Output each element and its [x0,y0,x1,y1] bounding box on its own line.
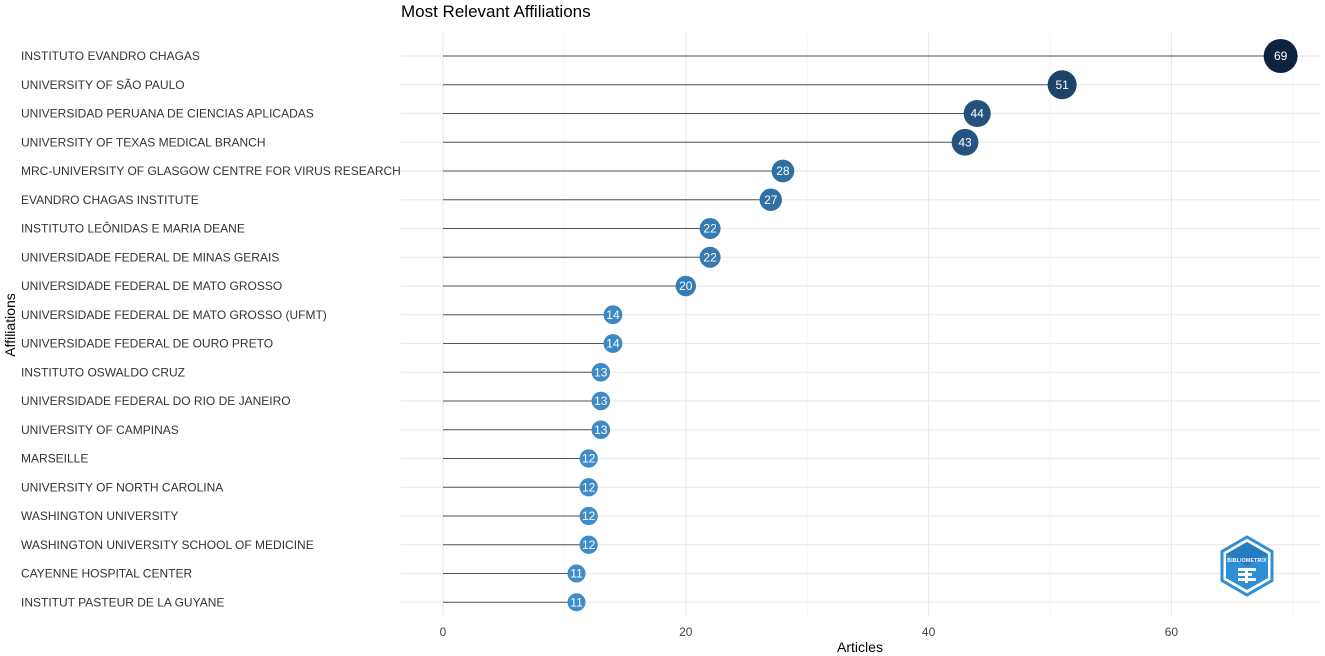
lollipop-point [675,275,697,297]
category-label: UNIVERSITY OF TEXAS MEDICAL BRANCH [21,135,266,149]
x-tick-label: 60 [1165,625,1179,639]
lollipop-point [759,188,782,211]
value-label: 51 [1055,78,1069,92]
category-label: CAYENNE HOSPITAL CENTER [21,567,192,581]
value-label: 12 [582,452,596,466]
category-label: UNIVERSITY OF CAMPINAS [21,423,179,437]
x-tick-label: 20 [679,625,693,639]
value-label: 20 [679,279,693,293]
value-label: 69 [1274,49,1288,63]
point-layer [567,39,1298,612]
chart-title: Most Relevant Affiliations [401,2,591,21]
x-axis-title: Articles [837,639,883,655]
value-label: 22 [703,222,717,236]
category-label: UNIVERSITY OF SÃO PAULO [21,78,185,92]
value-label: 11 [570,595,583,609]
category-label: UNIVERSITY OF NORTH CAROLINA [21,480,223,494]
category-label: INSTITUTO LEÔNIDAS E MARIA DEANE [21,221,245,236]
value-label: 44 [970,107,984,121]
lollipop-point [699,217,721,240]
value-label: 12 [582,480,596,494]
category-label: WASHINGTON UNIVERSITY [21,509,178,523]
lollipop-point [591,362,611,382]
stem-layer [443,55,1281,603]
value-label: 43 [958,135,972,149]
lollipop-point [603,334,623,353]
category-label: INSTITUT PASTEUR DE LA GUYANE [21,595,224,609]
lollipop-point [579,535,598,554]
category-label: INSTITUTO OSWALDO CRUZ [21,365,185,379]
category-label: EVANDRO CHAGAS INSTITUTE [21,193,199,207]
category-label: WASHINGTON UNIVERSITY SCHOOL OF MEDICINE [21,538,314,552]
value-label: 12 [582,509,596,523]
value-label: 12 [582,538,596,552]
category-label: MARSEILLE [21,452,88,466]
value-label: 14 [606,337,620,351]
lollipop-point [771,159,795,183]
logo-text: BIBLIOMETRIX [1227,558,1267,564]
logo-hexagon-shade [1226,542,1268,566]
lollipop-point [567,564,586,583]
lollipop-point [579,478,598,497]
lollipop-point [963,99,991,128]
value-label: 13 [594,423,608,437]
lollipop-point [579,449,598,468]
category-label: UNIVERSIDAD PERUANA DE CIENCIAS APLICADA… [21,107,314,121]
lollipop-point [951,128,979,156]
y-axis-title: Affiliations [2,293,18,357]
category-label: UNIVERSIDADE FEDERAL DE MATO GROSSO (UFM… [21,308,327,322]
value-label: 28 [776,164,790,178]
label-layer: 0 20 40 60 INSTITUTO EVANDRO CHAGAS 69 UNIVERS… [21,49,1288,639]
lollipop-point [591,391,611,411]
x-tick-label: 0 [440,625,447,639]
lollipop-point [591,420,611,440]
lollipop-point [567,593,586,612]
lollipop-point [603,305,623,325]
value-label: 14 [606,308,620,322]
category-label: INSTITUTO EVANDRO CHAGAS [21,49,200,63]
bibliometrix-logo: BIBLIOMETRIX [1220,535,1274,597]
value-label: 22 [703,250,717,264]
lollipop-point [1047,70,1077,100]
x-tick-label: 40 [922,625,936,639]
category-label: UNIVERSIDADE FEDERAL DO RIO DE JANEIRO [21,394,291,408]
lollipop-point [579,506,598,526]
lollipop-point [1263,39,1298,73]
value-label: 27 [764,193,778,207]
value-label: 13 [594,365,608,379]
category-label: UNIVERSIDADE FEDERAL DE MATO GROSSO [21,279,282,293]
category-label: UNIVERSIDADE FEDERAL DE OURO PRETO [21,337,273,351]
value-label: 13 [594,394,608,408]
grid-layer [401,33,1320,617]
category-label: MRC-UNIVERSITY OF GLASGOW CENTRE FOR VIR… [21,164,401,178]
category-label: UNIVERSIDADE FEDERAL DE MINAS GERAIS [21,250,279,264]
logo-bar-4 [1245,568,1248,583]
lollipop-point [699,246,721,268]
value-label: 11 [570,567,583,581]
